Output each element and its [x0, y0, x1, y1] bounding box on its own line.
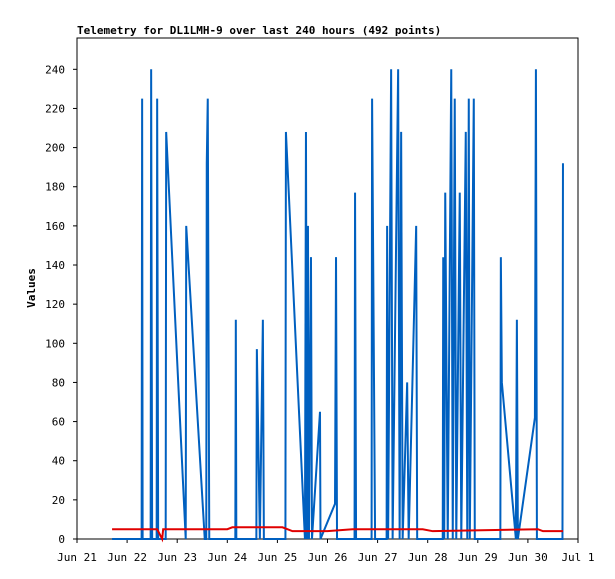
x-tick-label: Jun 25 [258, 551, 298, 564]
x-tick-label: Jun 26 [308, 551, 348, 564]
y-tick-label: 160 [45, 220, 65, 233]
data-line [112, 69, 564, 540]
y-tick-label: 220 [45, 102, 65, 115]
y-tick-label: 40 [52, 455, 65, 468]
y-tick-label: 140 [45, 259, 65, 272]
y-tick-label: 60 [52, 416, 65, 429]
x-tick-label: Jun 27 [358, 551, 398, 564]
y-tick-label: 200 [45, 142, 65, 155]
y-axis-label: Values [25, 268, 38, 308]
chart-title: Telemetry for DL1LMH-9 over last 240 hou… [77, 24, 441, 37]
y-tick-label: 0 [58, 533, 65, 546]
y-tick-label: 100 [45, 337, 65, 350]
x-tick-label: Jun 21 [57, 551, 97, 564]
x-tick-label: Jun 22 [107, 551, 147, 564]
x-tick-label: Jun 29 [458, 551, 498, 564]
y-tick-label: 80 [52, 376, 65, 389]
x-tick-label: Jun 28 [408, 551, 448, 564]
y-tick-label: 120 [45, 298, 65, 311]
y-tick-label: 180 [45, 181, 65, 194]
x-tick-label: Jun 23 [157, 551, 197, 564]
x-tick-label: Jun 30 [508, 551, 548, 564]
y-tick-label: 20 [52, 494, 65, 507]
x-tick-label: Jul 1 [561, 551, 594, 564]
data-line [112, 526, 563, 543]
y-tick-label: 240 [45, 63, 65, 76]
x-tick-label: Jun 24 [207, 551, 247, 564]
